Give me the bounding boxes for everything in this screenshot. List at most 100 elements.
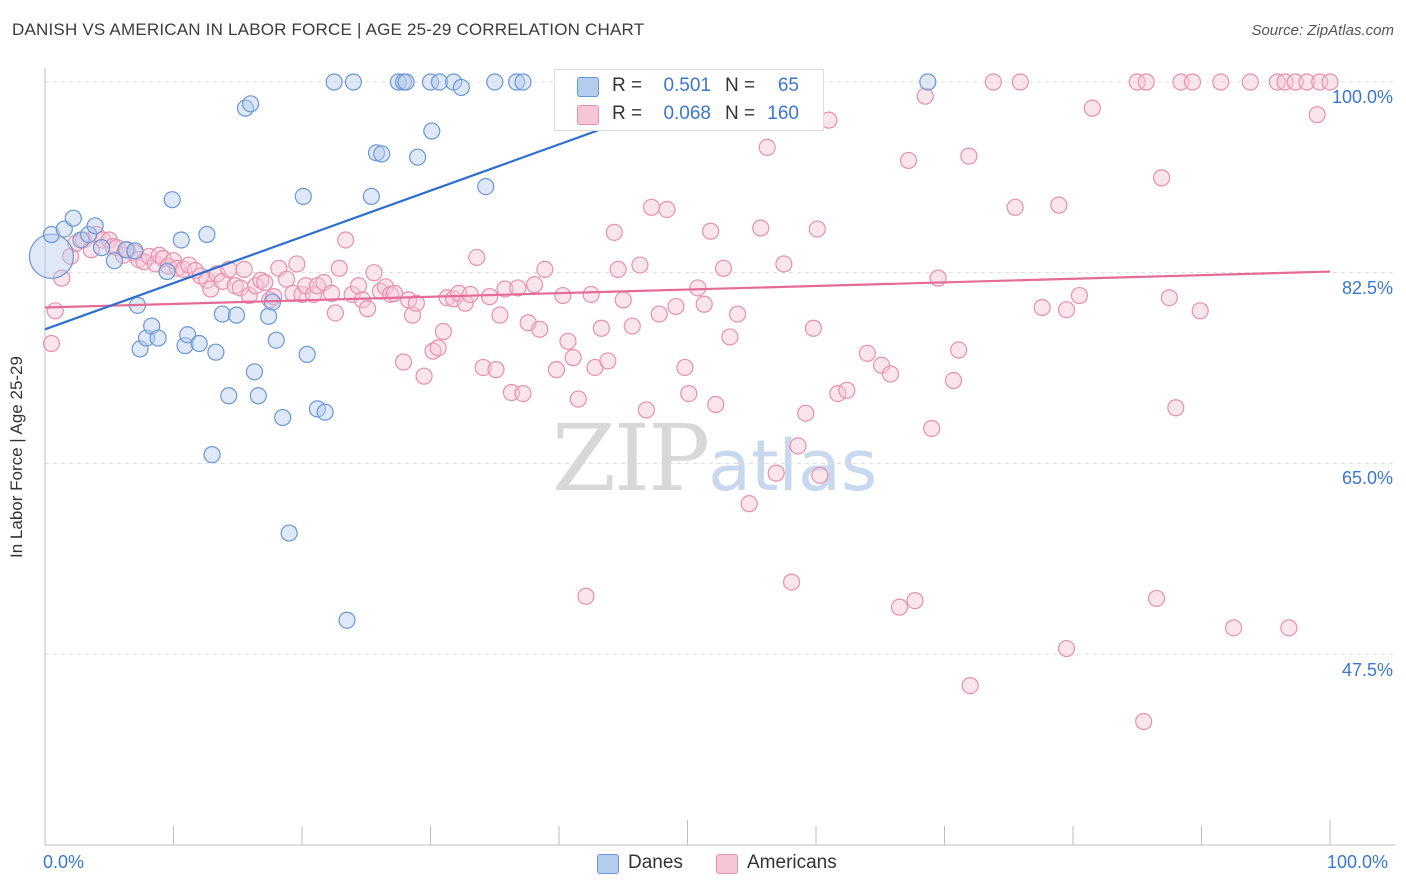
danes-point-45 — [367, 144, 386, 162]
danes-point-44 — [362, 187, 380, 205]
danes-point-25 — [213, 305, 231, 323]
americans-point-45 — [288, 255, 306, 273]
americans-point-150 — [1057, 301, 1076, 319]
americans-point-100 — [605, 223, 623, 241]
americans-point-137 — [906, 592, 924, 610]
americans-point-82 — [496, 280, 514, 298]
americans-point-39 — [256, 273, 274, 292]
danes-point-52 — [423, 122, 441, 140]
americans-point-117 — [721, 328, 739, 346]
americans-swatch — [577, 105, 599, 125]
americans-r-value: 0.068 — [663, 103, 711, 124]
americans-point-128 — [808, 220, 826, 238]
americans-point-67 — [407, 294, 425, 312]
danes-point-17 — [163, 191, 181, 209]
americans-point-106 — [642, 198, 661, 216]
stats-legend-danes: R = 0.501 N = 65 — [555, 73, 823, 101]
danes-point-57 — [486, 73, 504, 91]
americans-point-104 — [631, 256, 649, 274]
americans-point-78 — [474, 358, 492, 377]
danes-point-5 — [80, 225, 98, 244]
americans-point-167 — [1298, 73, 1316, 91]
americans-point-114 — [702, 222, 720, 240]
americans-point-139 — [923, 419, 941, 438]
danes-point-36 — [280, 524, 298, 542]
americans-point-136 — [899, 151, 918, 170]
danes-point-7 — [92, 239, 111, 257]
americans-r-label: R = — [612, 103, 643, 124]
americans-point-96 — [582, 285, 600, 304]
americans-point-172 — [1308, 106, 1326, 124]
danes-point-35 — [274, 408, 292, 427]
americans-point-160 — [1183, 73, 1202, 91]
legend-americans-swatch — [716, 854, 738, 874]
americans-point-56 — [349, 277, 368, 295]
americans-point-95 — [577, 587, 595, 605]
americans-point-51 — [322, 284, 341, 302]
danes-n-value: 65 — [777, 75, 799, 96]
americans-point-131 — [838, 381, 856, 399]
americans-point-107 — [650, 305, 668, 323]
y-tick-label-47-5: 47.5% — [1341, 660, 1393, 680]
danes-point-43 — [344, 73, 362, 91]
danes-point-15 — [149, 329, 167, 347]
danes-point-53 — [430, 73, 449, 91]
americans-point-113 — [695, 295, 713, 313]
danes-point-29 — [242, 95, 260, 113]
americans-point-127 — [804, 319, 823, 337]
americans-point-118 — [729, 305, 747, 323]
danes-point-6 — [86, 217, 104, 235]
americans-point-169 — [1321, 73, 1339, 91]
americans-point-149 — [1050, 196, 1068, 214]
americans-point-147 — [1011, 73, 1029, 91]
danes-point-8 — [105, 252, 123, 270]
americans-point-3 — [62, 247, 80, 265]
americans-point-158 — [1167, 399, 1185, 417]
danes-point-49 — [397, 73, 415, 91]
americans-point-144 — [961, 676, 979, 695]
americans-point-81 — [491, 306, 509, 324]
americans-point-171 — [1280, 619, 1298, 637]
danes-point-58 — [507, 73, 526, 91]
americans-point-1 — [46, 302, 64, 320]
americans-point-142 — [950, 341, 968, 359]
americans-point-174 — [1083, 99, 1101, 117]
americans-point-68 — [415, 367, 433, 385]
americans-point-173 — [1057, 639, 1076, 658]
americans-point-87 — [525, 276, 544, 294]
americans-point-157 — [1160, 289, 1178, 307]
danes-point-20 — [179, 326, 197, 344]
danes-point-24 — [207, 343, 225, 361]
americans-point-116 — [714, 259, 733, 277]
americans-point-145 — [984, 73, 1002, 91]
americans-point-52 — [326, 304, 345, 322]
danes-point-34 — [267, 331, 285, 349]
americans-point-132 — [858, 344, 877, 362]
danes-swatch — [577, 77, 599, 97]
danes-point-21 — [190, 334, 208, 353]
americans-point-53 — [330, 259, 348, 277]
americans-point-124 — [782, 573, 801, 591]
americans-point-84 — [509, 279, 527, 297]
danes-point-30 — [245, 363, 264, 381]
americans-point-152 — [1128, 73, 1146, 91]
danes-point-41 — [325, 73, 343, 91]
americans-point-121 — [758, 138, 776, 156]
danes-point-27 — [227, 306, 246, 324]
americans-point-109 — [667, 297, 685, 316]
series-legend: Danes Americans — [0, 852, 1406, 878]
danes-point-42 — [338, 611, 356, 629]
danes-point-23 — [203, 446, 221, 464]
danes-point-0 — [28, 233, 75, 279]
americans-point-98 — [592, 319, 611, 337]
danes-point-40 — [316, 403, 334, 421]
danes-n-label: N = — [725, 75, 756, 96]
americans-point-120 — [752, 219, 770, 237]
americans-trend-line — [44, 270, 1331, 309]
americans-point-90 — [547, 361, 566, 379]
americans-point-163 — [1241, 73, 1259, 91]
americans-point-151 — [1070, 286, 1089, 305]
watermark: ZIPatlas — [552, 405, 877, 512]
danes-point-31 — [249, 387, 267, 405]
